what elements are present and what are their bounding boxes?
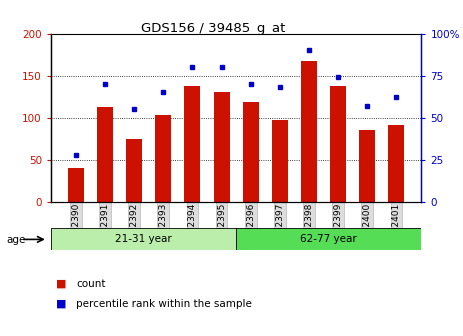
Bar xyxy=(97,107,113,202)
Text: ■: ■ xyxy=(56,279,66,289)
Text: 62-77 year: 62-77 year xyxy=(300,235,357,244)
Text: GDS156 / 39485_g_at: GDS156 / 39485_g_at xyxy=(141,22,285,35)
Bar xyxy=(301,61,317,202)
Text: 21-31 year: 21-31 year xyxy=(115,235,172,244)
Bar xyxy=(388,125,405,202)
Bar xyxy=(155,115,171,202)
Bar xyxy=(272,120,288,202)
Bar xyxy=(68,168,84,202)
Bar xyxy=(184,86,200,202)
Text: ■: ■ xyxy=(56,299,66,309)
Bar xyxy=(126,138,142,202)
Bar xyxy=(236,228,421,250)
Text: age: age xyxy=(6,235,25,245)
Text: count: count xyxy=(76,279,106,289)
Bar xyxy=(359,130,375,202)
Text: percentile rank within the sample: percentile rank within the sample xyxy=(76,299,252,309)
Bar xyxy=(330,86,346,202)
Bar xyxy=(213,92,230,202)
Bar xyxy=(243,102,259,202)
Bar xyxy=(51,228,236,250)
